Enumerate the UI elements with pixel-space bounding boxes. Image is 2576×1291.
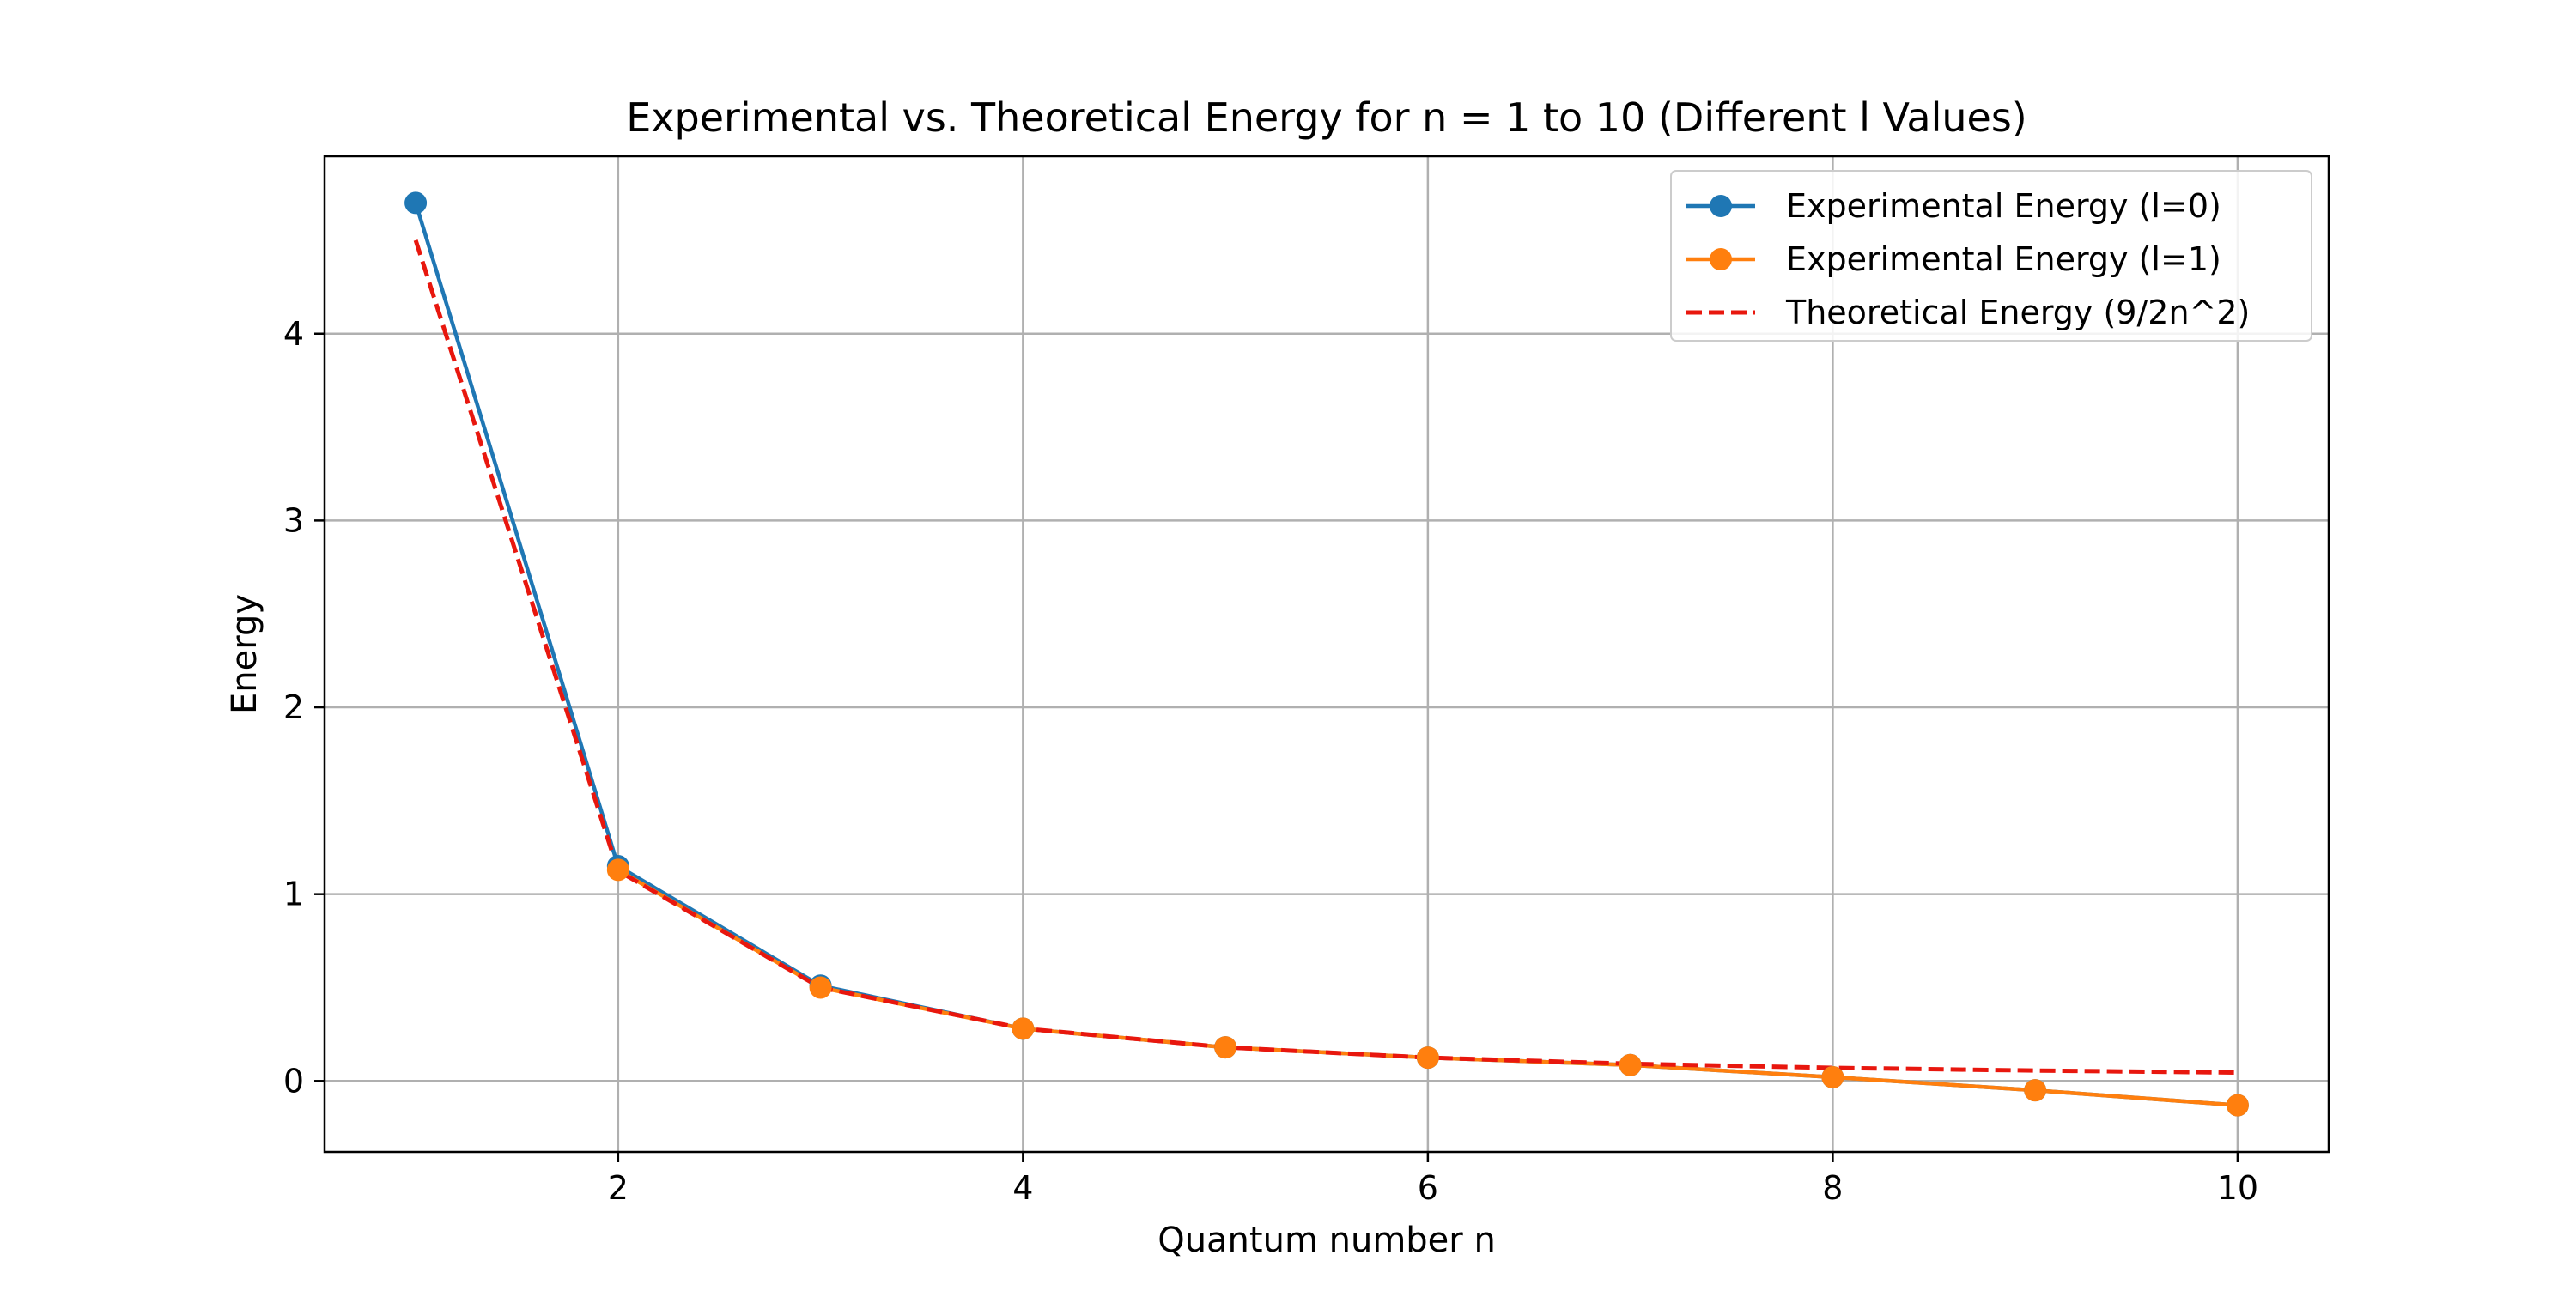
series-2-point: [1416, 1046, 1439, 1070]
legend-box: [1670, 170, 2312, 342]
legend-label: Experimental Energy (l=0): [1786, 187, 2221, 225]
series-markers: [404, 191, 2249, 1117]
legend-swatch-marker: [1710, 248, 1732, 270]
series-2-point: [1214, 1036, 1237, 1059]
series-2-point: [1619, 1053, 1642, 1076]
legend-label: Experimental Energy (l=1): [1786, 240, 2221, 278]
y-axis-label: Energy: [225, 594, 264, 714]
x-tick-label: 2: [608, 1169, 629, 1207]
y-tick-label: 4: [283, 315, 304, 353]
x-tick-label: 8: [1822, 1169, 1843, 1207]
y-tick-label: 0: [283, 1062, 304, 1100]
y-tick-label: 1: [283, 876, 304, 913]
x-tick-label: 4: [1012, 1169, 1033, 1207]
series-line-3: [413, 239, 2238, 1075]
series-2-point: [606, 858, 629, 882]
x-tick-label: 6: [1418, 1169, 1438, 1207]
legend-label: Theoretical Energy (9/2n^2): [1785, 294, 2250, 331]
legend: Experimental Energy (l=0) Experimental En…: [1670, 170, 2312, 342]
plot-frame: [323, 155, 2330, 1154]
y-tick-label: 2: [283, 688, 304, 726]
series-2-point: [1821, 1065, 1844, 1088]
series-1-point: [404, 191, 428, 215]
series-2-point: [2024, 1079, 2047, 1102]
legend-swatch-marker: [1710, 195, 1732, 217]
axis-ticks: 2 4 6 8 10 0 1 2 3 4: [283, 315, 2258, 1207]
x-axis-label: Quantum number n: [1157, 1221, 1496, 1260]
series-2-point: [809, 976, 832, 999]
series-2-point: [1012, 1017, 1035, 1040]
x-tick-label: 10: [2217, 1169, 2258, 1207]
y-tick-label: 3: [283, 501, 304, 539]
series-2-point: [2226, 1094, 2249, 1117]
chart-title: Experimental vs. Theoretical Energy for …: [626, 94, 2027, 141]
legend-entries: Experimental Energy (l=0) Experimental En…: [1686, 187, 2250, 331]
